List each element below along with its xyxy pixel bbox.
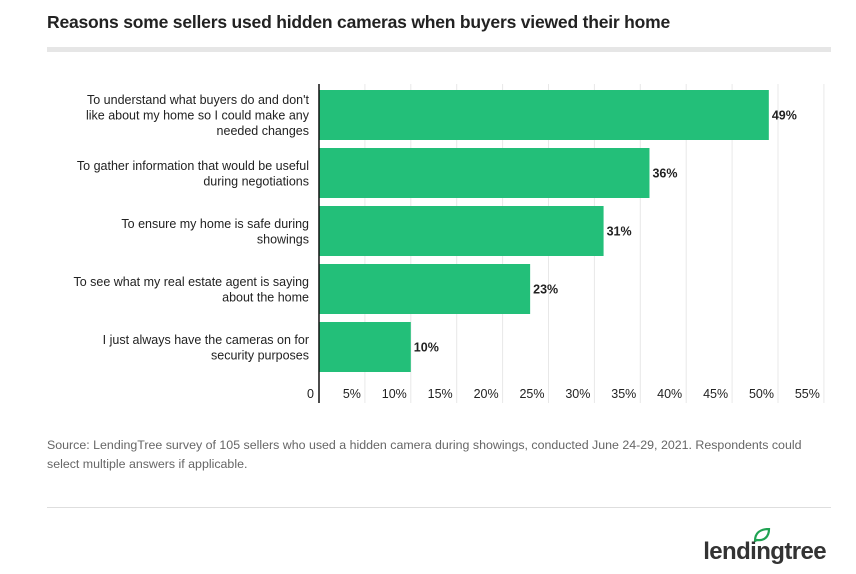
x-tick-label: 20% <box>474 387 499 401</box>
leaf-icon <box>753 528 771 542</box>
bar <box>319 322 411 372</box>
category-label: showings <box>257 232 309 246</box>
value-label: 23% <box>533 283 558 297</box>
category-label: about the home <box>222 290 309 304</box>
value-label: 31% <box>607 225 632 239</box>
x-tick-label: 15% <box>428 387 453 401</box>
footer-divider <box>47 507 831 508</box>
chart-title: Reasons some sellers used hidden cameras… <box>47 12 671 32</box>
category-label: To gather information that would be usef… <box>77 159 309 173</box>
x-tick-label: 35% <box>611 387 636 401</box>
category-labels: To understand what buyers do and don't li… <box>73 93 309 362</box>
x-tick-label: 10% <box>382 387 407 401</box>
logo-wordmark: lendingtree <box>703 538 826 565</box>
title-divider <box>47 47 831 52</box>
category-label: needed changes <box>217 124 309 138</box>
bar <box>319 206 604 256</box>
value-label: 49% <box>772 109 797 123</box>
bar <box>319 148 650 198</box>
x-tick-label: 0 <box>307 387 314 401</box>
value-labels: 49% 36% 31% 23% 10% <box>414 109 797 355</box>
bar-chart: To understand what buyers do and don't li… <box>73 84 825 403</box>
category-label: security purposes <box>211 348 309 362</box>
bar <box>319 264 531 314</box>
x-tick-label: 30% <box>565 387 590 401</box>
value-label: 36% <box>652 167 677 181</box>
x-tick-label: 25% <box>519 387 544 401</box>
lendingtree-logo: lendingtree <box>680 528 830 568</box>
category-label: To understand what buyers do and don't <box>87 93 310 107</box>
chart-bars <box>319 90 769 372</box>
category-label: To ensure my home is safe during <box>121 217 309 231</box>
x-tick-label: 45% <box>703 387 728 401</box>
x-tick-labels: 0 5% 10% 15% 20% 25% 30% 35% 40% 45% 50% 55% <box>307 387 820 401</box>
value-label: 10% <box>414 341 439 355</box>
x-tick-label: 5% <box>343 387 361 401</box>
x-tick-label: 55% <box>795 387 820 401</box>
bar <box>319 90 769 140</box>
x-tick-label: 50% <box>749 387 774 401</box>
category-label: like about my home so I could make any <box>86 109 310 123</box>
category-label: To see what my real estate agent is sayi… <box>73 275 309 289</box>
category-label: during negotiations <box>203 174 309 188</box>
source-note: Source: LendingTree survey of 105 seller… <box>47 438 802 471</box>
category-label: I just always have the cameras on for <box>103 333 309 347</box>
x-tick-label: 40% <box>657 387 682 401</box>
